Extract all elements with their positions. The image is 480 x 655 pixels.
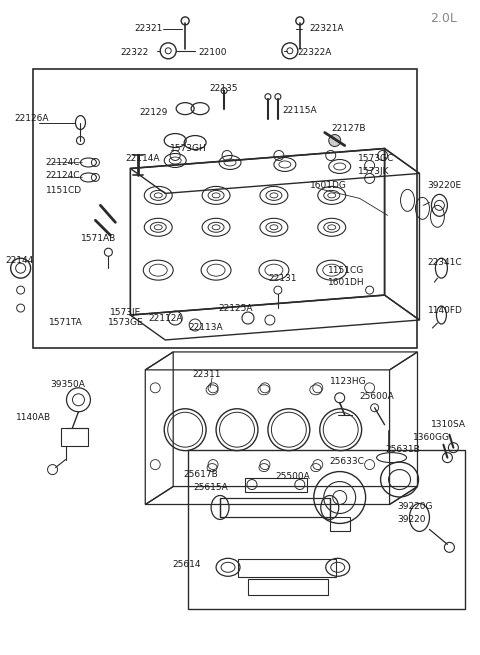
Text: 1140FD: 1140FD <box>428 305 462 314</box>
Text: 22321: 22321 <box>135 24 163 33</box>
Text: 25615A: 25615A <box>193 483 228 492</box>
Text: 1360GG: 1360GG <box>412 433 449 442</box>
Text: 1310SA: 1310SA <box>432 421 467 429</box>
Bar <box>220 498 330 517</box>
Text: 22144: 22144 <box>6 255 34 265</box>
Text: 22341C: 22341C <box>428 257 462 267</box>
Text: 25500A: 25500A <box>275 472 310 481</box>
Text: 22115A: 22115A <box>282 106 316 115</box>
Text: 1601DH: 1601DH <box>328 278 364 287</box>
Text: 1571TA: 1571TA <box>48 318 82 326</box>
Text: 22131: 22131 <box>268 274 297 283</box>
Text: 25600A: 25600A <box>360 392 395 402</box>
Text: 1573JK: 1573JK <box>358 167 389 176</box>
Text: 1151CG: 1151CG <box>328 266 364 274</box>
Text: 39350A: 39350A <box>50 381 85 389</box>
Bar <box>330 517 350 531</box>
Text: 22127B: 22127B <box>332 124 366 133</box>
Text: 22322: 22322 <box>120 48 148 57</box>
Text: 1140AB: 1140AB <box>16 413 51 422</box>
Text: 1573GE: 1573GE <box>108 318 144 326</box>
Text: 25617B: 25617B <box>183 470 218 479</box>
Text: 22114A: 22114A <box>125 154 160 163</box>
Text: 25614: 25614 <box>172 560 201 569</box>
Bar <box>33 69 418 348</box>
Text: 39220G: 39220G <box>397 502 433 511</box>
Text: 39220: 39220 <box>397 515 426 524</box>
Text: 1601DG: 1601DG <box>310 181 347 190</box>
Text: 1573JE: 1573JE <box>110 308 142 316</box>
Text: 1123HG: 1123HG <box>330 377 366 386</box>
Bar <box>188 449 465 609</box>
Circle shape <box>329 134 341 147</box>
Text: 22135: 22135 <box>210 84 238 93</box>
Text: 22322A: 22322A <box>298 48 332 57</box>
Text: 22113A: 22113A <box>188 324 223 333</box>
Text: 22124C: 22124C <box>46 171 80 180</box>
Text: 22112A: 22112A <box>148 314 183 322</box>
Text: 22311: 22311 <box>192 370 221 379</box>
Bar <box>60 428 88 445</box>
Text: 22126A: 22126A <box>15 114 49 123</box>
Text: 25633C: 25633C <box>330 457 365 466</box>
Text: 22129: 22129 <box>140 108 168 117</box>
Text: 1151CD: 1151CD <box>46 186 82 195</box>
Text: 22124C: 22124C <box>46 158 80 167</box>
Text: 2.0L: 2.0L <box>431 12 457 26</box>
Text: 22100: 22100 <box>198 48 227 57</box>
Text: 25631B: 25631B <box>385 445 420 454</box>
Text: 22125A: 22125A <box>218 303 252 312</box>
Bar <box>248 579 328 595</box>
Bar <box>245 477 307 491</box>
Text: 22321A: 22321A <box>310 24 344 33</box>
Bar <box>238 559 336 577</box>
Text: 1571AB: 1571AB <box>81 234 116 243</box>
Text: 1573GC: 1573GC <box>358 154 394 163</box>
Text: 1573GH: 1573GH <box>170 144 207 153</box>
Text: 39220E: 39220E <box>428 181 462 190</box>
